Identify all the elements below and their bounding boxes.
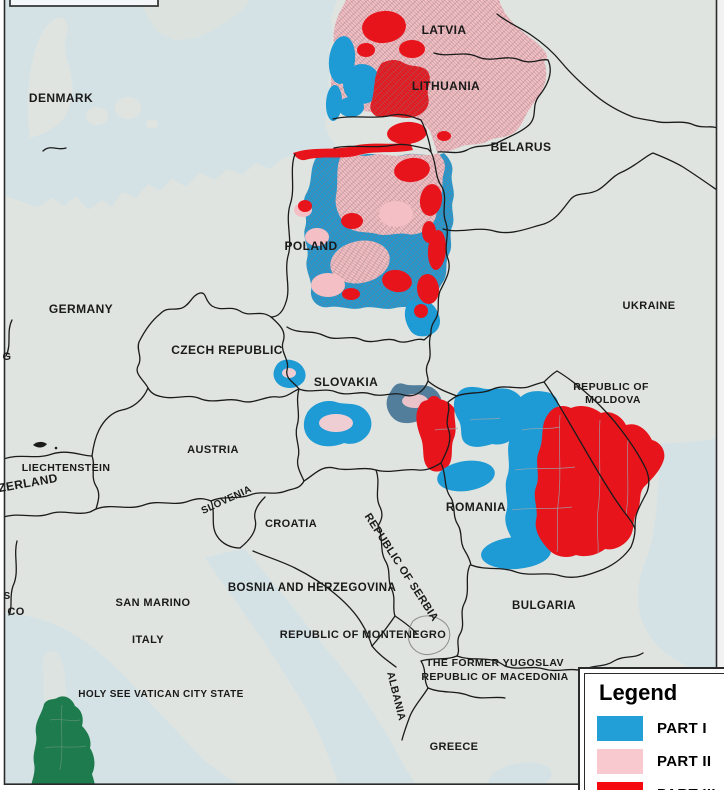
region-patch-part3	[362, 10, 406, 44]
romania-county-lines	[434, 414, 629, 554]
lake-constance	[33, 441, 47, 448]
part1-label: PART I	[657, 720, 707, 737]
denmark-island-funen	[86, 107, 108, 125]
label-poland: POLAND	[284, 239, 337, 253]
region-patch-part3	[422, 221, 436, 243]
label-fragment-s: S	[3, 591, 10, 602]
label-ukraine: UKRAINE	[623, 300, 676, 312]
label-italy: ITALY	[132, 634, 164, 646]
region-nw-romania-part1	[453, 386, 524, 447]
label-san-marino: SAN MARINO	[116, 597, 191, 609]
part1-color-swatch	[597, 716, 643, 741]
black-sea	[638, 438, 717, 685]
region-patch-part1	[325, 85, 343, 121]
region-patch-part3	[416, 274, 440, 304]
label-holy-see: HOLY SEE VATICAN CITY STATE	[78, 689, 243, 700]
denmark-island-zealand	[115, 97, 141, 119]
corsica-island	[42, 651, 67, 709]
lake-dot	[54, 446, 58, 450]
label-macedonia-line2: REPUBLIC OF MACEDONIA	[421, 671, 568, 683]
label-czech-republic: CZECH REPUBLIC	[171, 343, 283, 357]
label-bulgaria: BULGARIA	[512, 600, 576, 612]
denmark-jutland	[27, 17, 73, 138]
region-south-romania-part1	[481, 536, 551, 570]
label-moldova-line1: REPUBLIC OF	[573, 381, 649, 393]
region-nw-romania-part1-lower	[437, 460, 495, 492]
label-bosnia: BOSNIA AND HERZEGOVINA	[228, 582, 396, 594]
label-montenegro: REPUBLIC OF MONTENEGRO	[280, 629, 447, 641]
legend-inner-frame: Legend PART I PART II PART III	[584, 673, 724, 790]
label-austria: AUSTRIA	[187, 444, 239, 456]
kosovo-border	[407, 615, 451, 656]
region-patch-part3	[437, 131, 451, 141]
adriatic-sea	[205, 549, 416, 785]
title-box-cutoff	[9, 0, 159, 7]
label-romania: ROMANIA	[446, 500, 506, 514]
region-patch-part3	[342, 288, 360, 300]
sardinia-region-lines	[44, 704, 87, 771]
region-patch-part3	[382, 269, 412, 293]
region-patch-part3	[298, 200, 312, 212]
region-patch-part2	[311, 273, 345, 297]
label-liechtenstein: LIECHTENSTEIN	[22, 462, 111, 474]
denmark-island-small	[146, 119, 158, 129]
label-greece: GREECE	[430, 741, 479, 753]
part3-color-swatch	[597, 782, 643, 790]
label-croatia: CROATIA	[265, 518, 317, 530]
legend-item-part1: PART I	[597, 716, 724, 741]
region-patch-part3	[394, 157, 430, 183]
region-patch-part3	[387, 121, 427, 145]
country-borders	[3, 13, 718, 741]
region-hungary-budapest-center-part2	[319, 414, 353, 432]
label-germany: GERMANY	[49, 302, 113, 316]
label-latvia: LATVIA	[422, 23, 467, 37]
label-belarus: BELARUS	[491, 140, 552, 154]
region-czech-center-part2	[282, 368, 296, 378]
region-patch-part3	[341, 213, 363, 229]
sweden-tip	[140, 0, 250, 40]
choropleth-group	[30, 0, 665, 790]
region-patch-part3	[357, 43, 375, 57]
part3-label: PART III	[657, 786, 716, 790]
label-macedonia-line1: THE FORMER YUGOSLAV	[426, 657, 564, 669]
region-patch-part2	[305, 228, 329, 246]
texture	[330, 240, 390, 284]
legend-item-part3: PART III	[597, 782, 724, 790]
texture	[370, 59, 430, 118]
label-lithuania: LITHUANIA	[412, 79, 480, 93]
label-moldova-line2: MOLDOVA	[585, 394, 641, 406]
legend-item-part2: PART II	[597, 749, 724, 774]
label-denmark: DENMARK	[29, 91, 93, 105]
region-patch-part1	[343, 64, 381, 104]
region-patch-part2	[379, 201, 413, 227]
label-fragment-co: CO	[7, 606, 24, 618]
label-fragment-g: G	[3, 351, 12, 363]
region-patch-part1	[338, 97, 364, 117]
region-patch-part3	[414, 304, 428, 318]
part2-label: PART II	[657, 753, 712, 770]
label-slovakia: SLOVAKIA	[314, 375, 378, 389]
region-patch-part3	[399, 40, 425, 58]
part2-color-swatch	[597, 749, 643, 774]
region-patch-part3	[419, 184, 443, 216]
legend-title: Legend	[599, 680, 678, 705]
legend: Legend PART I PART II PART III	[578, 667, 724, 790]
